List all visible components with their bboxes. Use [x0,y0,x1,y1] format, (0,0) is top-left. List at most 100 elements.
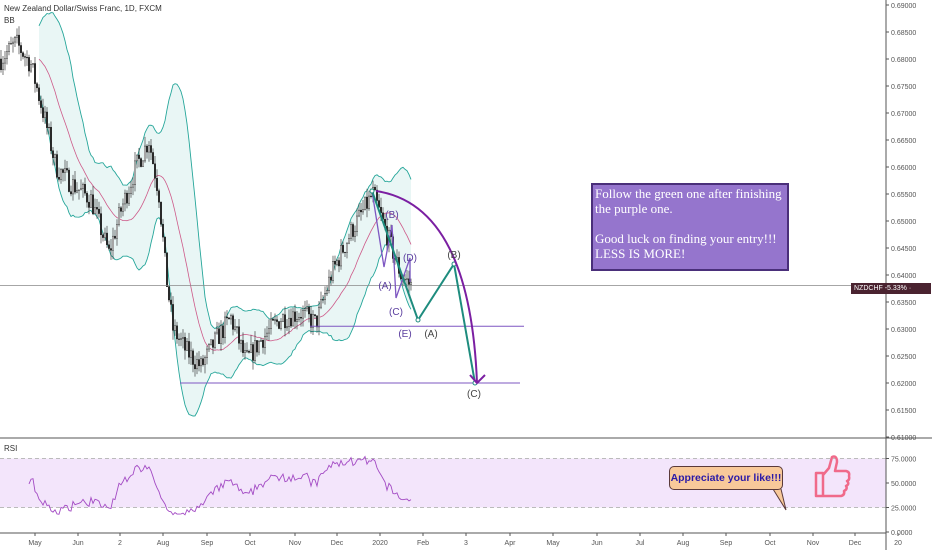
candle [225,310,228,326]
candle [143,136,146,163]
candle-body [209,339,212,345]
candle-body [258,341,261,353]
candle [201,354,204,367]
arrowhead-icon [469,374,486,385]
candle-body [117,207,120,225]
candle [334,255,337,271]
time-tick-label: 2 [118,540,122,547]
current-price-tag: NZDCHF -5.33% · 0.63806 [851,283,931,303]
candle-body [161,224,164,238]
candle [93,198,96,215]
candle-body [406,278,409,280]
candle [133,152,136,192]
candle [195,352,198,375]
candle-body [262,340,265,348]
candle-body [376,189,379,201]
candle [344,251,347,258]
symbol-title: New Zealand Dollar/Swiss Franc, 1D, FXCM [4,4,162,13]
candle [368,190,371,211]
candle-body [67,169,70,192]
candle-body [338,260,341,267]
candle-body [231,315,234,330]
candle [119,206,122,218]
candle [268,319,271,341]
candle-body [167,286,170,301]
candle-body [278,321,281,329]
candle [179,332,182,347]
candle-body [36,83,39,89]
candle [282,313,285,322]
candle-body [131,184,134,188]
candle [58,167,61,182]
candle [24,53,27,67]
candle [189,341,192,365]
candle-body [330,276,333,281]
candle [185,337,188,352]
candle [3,51,6,71]
candle-body [185,341,188,351]
candle-body [5,51,8,59]
candle-body [87,201,90,208]
candle [294,304,297,329]
candle-body [38,87,41,101]
candle-body [352,224,355,237]
candle [342,241,345,254]
candle [219,320,222,352]
candle-body [370,195,373,197]
candle [73,171,76,195]
candle [69,185,72,197]
indicator-label-rsi[interactable]: RSI [4,444,18,453]
candle-body [276,319,279,322]
candle-body [201,358,204,365]
candle [410,278,413,291]
candle-body [292,311,295,327]
candle [165,252,168,287]
candle-body [324,293,327,300]
time-tick-label: Apr [505,540,517,547]
price-tick-label: 0.61000 [891,435,916,442]
candle-body [249,344,252,353]
candle [115,219,118,246]
candle [374,184,377,191]
text-note[interactable]: Follow the green one after finishing the… [591,183,789,271]
candle [227,316,230,320]
time-tick-label: Dec [331,540,344,547]
candle [247,349,250,354]
candle-body [149,145,152,153]
candle-body [294,311,297,322]
candle [149,138,152,160]
callout-bubble[interactable]: Appreciate your like!!! [669,466,783,490]
candle [175,321,178,344]
candle [22,51,25,60]
candle-body [221,325,224,338]
candle-body [69,191,72,195]
time-tick-label: Nov [289,540,302,547]
candle-body [225,316,228,319]
candle [145,144,148,159]
candle [298,312,301,323]
candle-body [223,316,226,338]
candle-body [46,111,49,128]
candle-body [155,178,158,191]
green-label-a: (A) [424,329,437,340]
candle [231,313,234,336]
candle [308,303,311,323]
candle [40,95,43,114]
candle-body [270,318,273,329]
candle-body [360,209,363,213]
candle-body [235,326,238,328]
candle-body [344,252,347,254]
candle [159,201,162,227]
purple-label-b: (B) [385,210,398,221]
candle-body [101,234,104,238]
candle [207,343,210,353]
time-tick-label: Oct [245,540,256,547]
candle [310,305,313,334]
price-tick-label: 0.66000 [891,165,916,172]
candle-body [81,184,84,189]
indicator-label-bb[interactable]: BB [4,16,15,25]
candle-body [213,332,216,348]
candle-body [159,201,162,225]
